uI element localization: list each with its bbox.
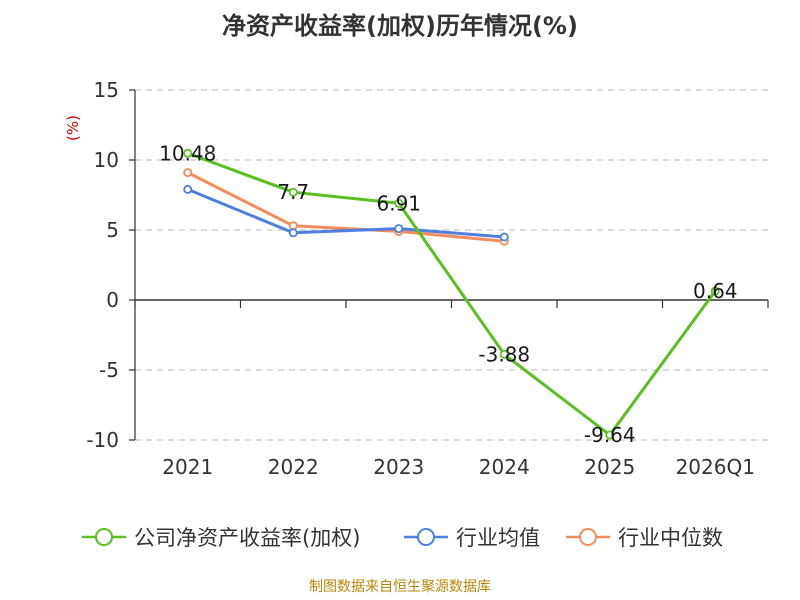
y-tick-label: 10: [94, 148, 119, 172]
y-tick-label: 0: [106, 288, 119, 312]
series-line: [187, 188, 505, 239]
y-tick-label: 5: [106, 218, 119, 242]
data-label: 6.91: [376, 191, 421, 215]
y-axis-label: (%): [64, 115, 82, 141]
legend-marker-icon: [579, 528, 597, 546]
series-line: [187, 151, 717, 437]
data-point: [499, 232, 509, 242]
legend-marker-icon: [95, 528, 113, 546]
legend-label: 行业中位数: [618, 526, 723, 550]
axes: 15 10 5 0 -5 -10 (%) 2021 2022 2023 2024 2025 2026Q1: [64, 78, 769, 479]
series-lines: [183, 148, 720, 440]
x-tick-label: 2021: [162, 455, 213, 479]
legend[interactable]: 公司净资产收益率(加权) 行业均值 行业中位数: [82, 526, 723, 550]
data-point: [183, 168, 193, 178]
data-label: 10.48: [159, 141, 216, 165]
legend-label: 公司净资产收益率(加权): [134, 526, 360, 550]
data-point: [394, 224, 404, 234]
x-tick-label: 2022: [268, 455, 319, 479]
series-line: [187, 171, 505, 243]
x-tick-label: 2023: [373, 455, 424, 479]
data-label: 7.7: [277, 180, 309, 204]
data-source-note: 制图数据来自恒生聚源数据库: [309, 579, 491, 595]
data-label: 0.64: [693, 279, 738, 303]
data-point: [499, 349, 509, 359]
data-point: [183, 184, 193, 194]
data-point: [605, 430, 615, 440]
y-tick-label: -10: [86, 428, 119, 452]
data-label: -9.64: [584, 423, 636, 447]
x-tick-label: 2024: [479, 455, 530, 479]
y-tick-label: 15: [94, 78, 119, 102]
legend-label: 行业均值: [456, 526, 540, 550]
grid-lines: [135, 89, 768, 441]
chart-title: 净资产收益率(加权)历年情况(%): [222, 12, 578, 40]
data-point: [288, 228, 298, 238]
data-labels: 10.48 7.7 6.91 -3.88 -9.64 0.64: [159, 141, 737, 447]
data-label: -3.88: [478, 342, 530, 366]
y-tick-label: -5: [99, 358, 119, 382]
data-point: [710, 286, 720, 296]
legend-marker-icon: [417, 528, 435, 546]
x-tick-label: 2025: [584, 455, 635, 479]
data-point: [394, 198, 404, 208]
x-tick-label: 2026Q1: [676, 455, 755, 479]
data-point: [183, 148, 193, 158]
data-point: [288, 187, 298, 197]
